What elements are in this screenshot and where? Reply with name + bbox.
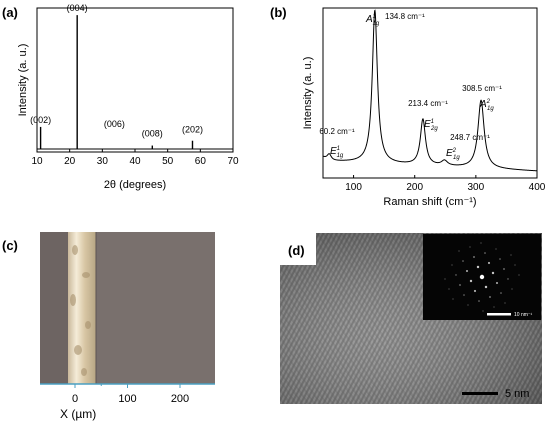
panel-b-xlabel: Raman shift (cm⁻¹) bbox=[383, 196, 476, 208]
panel-a-xtick-label: 40 bbox=[129, 156, 141, 167]
inset-scale-bar bbox=[487, 313, 511, 316]
panel-a-peak-labels: (002) (004) (006) (008) (202) bbox=[30, 3, 203, 138]
fft-spot bbox=[480, 242, 482, 244]
fft-spot bbox=[444, 278, 446, 280]
panel-a-xticks: 10 20 30 40 50 60 70 bbox=[31, 149, 239, 167]
fft-spot bbox=[473, 256, 475, 258]
panel-c-xtick-label: 0 bbox=[72, 393, 78, 405]
panel-b-peak-value: 60.2 cm⁻¹ bbox=[319, 127, 355, 136]
panel-a-xtick-label: 20 bbox=[64, 156, 76, 167]
scale-bar bbox=[462, 392, 498, 395]
panel-a-trace bbox=[37, 15, 233, 150]
fft-spot bbox=[495, 248, 497, 250]
panel-b-peak-value: 134.8 cm⁻¹ bbox=[385, 12, 425, 21]
fft-spot bbox=[503, 268, 505, 270]
panel-d: (d) 10 nm⁻¹ 5 nm bbox=[280, 233, 542, 404]
fft-spot bbox=[484, 285, 488, 289]
optical-image-flake bbox=[68, 232, 96, 384]
panel-b-xtick-label: 300 bbox=[468, 182, 485, 193]
fft-spot bbox=[504, 302, 506, 304]
panel-c: (c) 0 100 200 X (µm) bbox=[2, 232, 215, 421]
panel-b-peak-value: 213.4 cm⁻¹ bbox=[408, 99, 448, 108]
panel-c-xlabel: X (µm) bbox=[60, 407, 96, 421]
fft-spot bbox=[463, 294, 465, 296]
optical-image-dark-region bbox=[40, 232, 70, 384]
fft-spot bbox=[469, 279, 473, 283]
fft-spot bbox=[451, 264, 453, 266]
panel-a-xtick-label: 10 bbox=[31, 156, 43, 167]
fft-spot bbox=[452, 298, 454, 300]
panel-d-label-box bbox=[280, 233, 316, 265]
panel-a-peak-label: (008) bbox=[142, 129, 163, 139]
panel-b-peak-value: 308.5 cm⁻¹ bbox=[462, 84, 502, 93]
fft-spot bbox=[484, 252, 486, 254]
panel-b-peak-value: 248.7 cm⁻¹ bbox=[450, 133, 490, 142]
panel-c-xticks: 0 100 200 bbox=[72, 384, 189, 405]
panel-b-mode-label: A1 1g bbox=[365, 14, 380, 27]
panel-a-xtick-label: 50 bbox=[162, 156, 174, 167]
panel-a-ylabel: Intensity (a. u.) bbox=[17, 44, 29, 117]
fft-spot bbox=[473, 289, 477, 293]
panel-b: (b) 100 200 300 400 60.2 cm⁻¹ E1 1g 134.8 cm⁻¹… bbox=[270, 5, 546, 208]
fft-spot bbox=[499, 258, 501, 260]
panel-b-ylabel: Intensity (a. u.) bbox=[302, 57, 314, 130]
fft-spot bbox=[462, 260, 464, 262]
fft-spot bbox=[467, 304, 469, 306]
panel-b-xtick-label: 200 bbox=[406, 182, 423, 193]
fft-spot bbox=[500, 292, 502, 294]
panel-a-peak-label: (004) bbox=[67, 3, 88, 13]
fft-spot bbox=[507, 278, 509, 280]
fft-spot bbox=[455, 274, 457, 276]
panel-b-mode-label: E2 1g bbox=[446, 148, 460, 161]
panel-b-label: (b) bbox=[270, 5, 287, 20]
panel-c-xtick-label: 100 bbox=[118, 393, 136, 405]
fft-spot bbox=[491, 271, 495, 275]
flake-texture bbox=[70, 245, 91, 376]
panel-a-peak-label: (006) bbox=[104, 119, 125, 129]
panel-b-xtick-label: 400 bbox=[529, 182, 546, 193]
fft-spot bbox=[510, 254, 512, 256]
fft-spot bbox=[465, 269, 469, 273]
panel-b-peak-labels: 60.2 cm⁻¹ E1 1g 134.8 cm⁻¹ A1 1g 213.4 cm⁻¹ E1 2… bbox=[319, 12, 502, 161]
panel-a-label: (a) bbox=[2, 5, 18, 20]
fft-spot bbox=[479, 274, 485, 280]
panel-b-frame bbox=[322, 7, 538, 179]
fft-spot bbox=[478, 300, 480, 302]
panel-c-label: (c) bbox=[2, 238, 18, 253]
fft-spot bbox=[458, 250, 460, 252]
fft-spot bbox=[459, 284, 461, 286]
inset-scale-bar-label: 10 nm⁻¹ bbox=[514, 312, 533, 318]
panel-b-xtick-label: 100 bbox=[345, 182, 362, 193]
panel-a-frame bbox=[36, 7, 234, 153]
panel-a-xtick-label: 70 bbox=[227, 156, 239, 167]
scale-bar-label: 5 nm bbox=[505, 388, 529, 400]
fft-spot bbox=[482, 310, 484, 312]
panel-b-trace bbox=[322, 9, 538, 172]
panel-a-peak-label: (002) bbox=[30, 115, 51, 125]
fft-spot bbox=[448, 288, 450, 290]
fft-spot bbox=[469, 246, 471, 248]
panel-b-xticks: 100 200 300 400 bbox=[345, 175, 546, 193]
fft-spot bbox=[518, 274, 520, 276]
fft-diffraction-spots bbox=[444, 242, 520, 312]
panel-d-label: (d) bbox=[288, 243, 305, 258]
fft-spot bbox=[489, 296, 491, 298]
fft-spot bbox=[476, 265, 480, 269]
panel-a-xlabel: 2θ (degrees) bbox=[104, 179, 166, 191]
fft-spot bbox=[495, 281, 499, 285]
panel-b-mode-label: E1 2g bbox=[424, 119, 438, 132]
panel-a: (a) 10 20 30 40 50 60 70 (002)(004)(006)(008)(… bbox=[2, 3, 239, 191]
fft-spot bbox=[511, 288, 513, 290]
fft-spot bbox=[514, 264, 516, 266]
panel-b-mode-label: A2 1g bbox=[479, 99, 494, 112]
panel-a-xtick-label: 60 bbox=[195, 156, 207, 167]
panel-a-xtick-label: 30 bbox=[97, 156, 109, 167]
panel-b-mode-label: E1 1g bbox=[330, 146, 344, 159]
fft-spot bbox=[487, 261, 491, 265]
panel-a-peak-label: (202) bbox=[182, 125, 203, 135]
fft-spot bbox=[493, 306, 495, 308]
panel-c-xtick-label: 200 bbox=[171, 393, 189, 405]
